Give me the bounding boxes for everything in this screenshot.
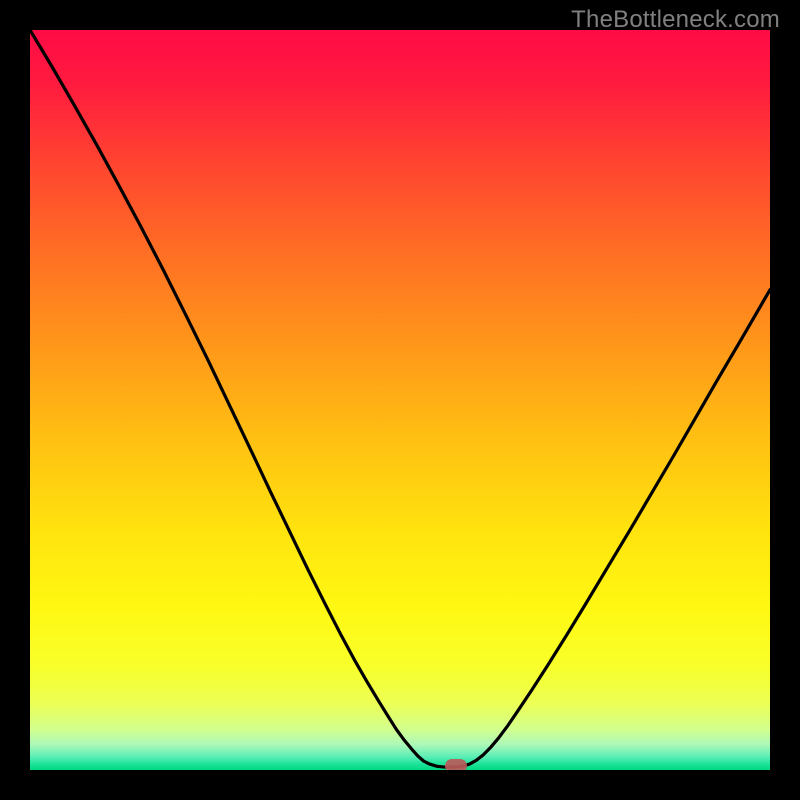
bottleneck-curve (30, 30, 770, 770)
plot-area (30, 30, 770, 770)
minimum-marker (445, 759, 467, 770)
curve-path (30, 30, 770, 767)
